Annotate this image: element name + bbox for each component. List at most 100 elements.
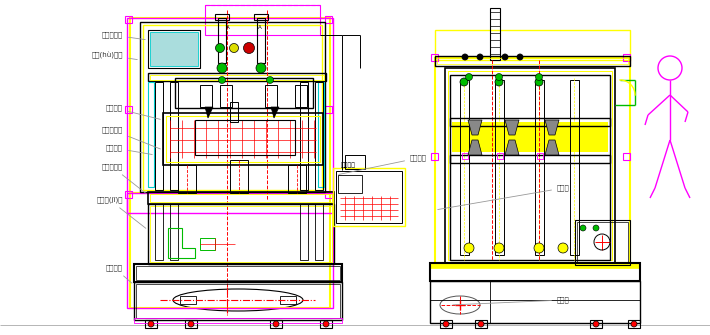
Bar: [490, 8, 500, 60]
Polygon shape: [545, 120, 559, 135]
Text: 設備台架: 設備台架: [106, 265, 132, 283]
Bar: [130, 193, 330, 308]
Bar: [140, 22, 325, 192]
Circle shape: [466, 73, 472, 80]
Bar: [435, 56, 630, 66]
Bar: [497, 153, 503, 159]
Circle shape: [593, 321, 599, 327]
Bar: [462, 153, 468, 159]
Text: 操作面板: 操作面板: [341, 162, 356, 168]
Bar: [257, 18, 265, 63]
Circle shape: [535, 78, 543, 86]
Text: 設備立柱: 設備立柱: [106, 145, 152, 154]
Text: 送料機(jī)臺: 送料機(jī)臺: [97, 197, 146, 228]
Circle shape: [217, 63, 227, 73]
Circle shape: [273, 321, 279, 327]
Bar: [265, 85, 277, 107]
Bar: [430, 281, 640, 323]
Bar: [333, 168, 405, 226]
Bar: [440, 320, 452, 328]
Bar: [134, 264, 342, 282]
Bar: [205, 5, 320, 35]
Bar: [623, 54, 630, 61]
Bar: [163, 113, 323, 165]
Circle shape: [148, 321, 154, 327]
Bar: [325, 191, 332, 198]
Bar: [175, 78, 313, 108]
Bar: [300, 204, 308, 260]
Circle shape: [558, 243, 568, 253]
Circle shape: [462, 54, 468, 60]
Bar: [150, 75, 324, 80]
Bar: [218, 18, 226, 63]
Bar: [452, 122, 608, 152]
Circle shape: [256, 63, 266, 73]
Bar: [315, 204, 323, 260]
Bar: [150, 32, 198, 66]
Bar: [575, 220, 630, 265]
Bar: [537, 153, 543, 159]
Bar: [215, 14, 229, 20]
Bar: [435, 58, 630, 263]
Text: 頂面壓緊桿: 頂面壓緊桿: [102, 127, 160, 149]
Bar: [166, 116, 320, 162]
Bar: [125, 191, 132, 198]
Text: A: A: [226, 24, 230, 29]
Circle shape: [593, 225, 599, 231]
Bar: [148, 30, 200, 68]
Text: 頂面夾具: 頂面夾具: [106, 105, 160, 119]
Bar: [590, 320, 602, 328]
Circle shape: [534, 243, 544, 253]
Bar: [623, 153, 630, 160]
Bar: [437, 58, 628, 64]
Circle shape: [216, 44, 224, 53]
Bar: [450, 75, 610, 260]
Bar: [230, 102, 238, 122]
Bar: [295, 85, 307, 107]
Bar: [435, 30, 630, 60]
Circle shape: [229, 44, 239, 53]
Text: 操作面板: 操作面板: [339, 155, 427, 175]
Circle shape: [631, 321, 637, 327]
Bar: [338, 175, 362, 193]
Text: 底座對接板: 底座對接板: [102, 164, 146, 193]
Bar: [628, 320, 640, 328]
Circle shape: [494, 243, 504, 253]
Bar: [200, 85, 212, 107]
Bar: [130, 18, 330, 193]
Bar: [148, 82, 154, 187]
Bar: [325, 106, 332, 113]
Bar: [325, 16, 332, 23]
Bar: [127, 18, 333, 213]
Bar: [430, 263, 640, 281]
Circle shape: [266, 76, 273, 83]
Bar: [254, 14, 268, 20]
Bar: [200, 238, 215, 250]
Bar: [345, 155, 365, 169]
Circle shape: [443, 321, 449, 327]
Circle shape: [502, 54, 508, 60]
Bar: [136, 284, 340, 318]
Bar: [150, 194, 332, 202]
Polygon shape: [205, 107, 213, 118]
Bar: [136, 266, 340, 280]
Bar: [148, 204, 334, 264]
Bar: [230, 160, 248, 193]
Polygon shape: [468, 140, 482, 155]
Bar: [300, 82, 308, 190]
Bar: [127, 193, 333, 308]
Bar: [450, 155, 610, 163]
Polygon shape: [271, 107, 279, 118]
Bar: [445, 68, 615, 263]
Bar: [185, 320, 197, 328]
Bar: [155, 204, 163, 260]
Bar: [125, 16, 132, 23]
Bar: [148, 73, 326, 81]
Text: 電氣柜: 電氣柜: [438, 185, 569, 209]
Bar: [460, 80, 469, 255]
Bar: [336, 171, 402, 223]
Circle shape: [460, 78, 468, 86]
Bar: [280, 296, 296, 304]
Circle shape: [535, 73, 542, 80]
Bar: [155, 82, 163, 190]
